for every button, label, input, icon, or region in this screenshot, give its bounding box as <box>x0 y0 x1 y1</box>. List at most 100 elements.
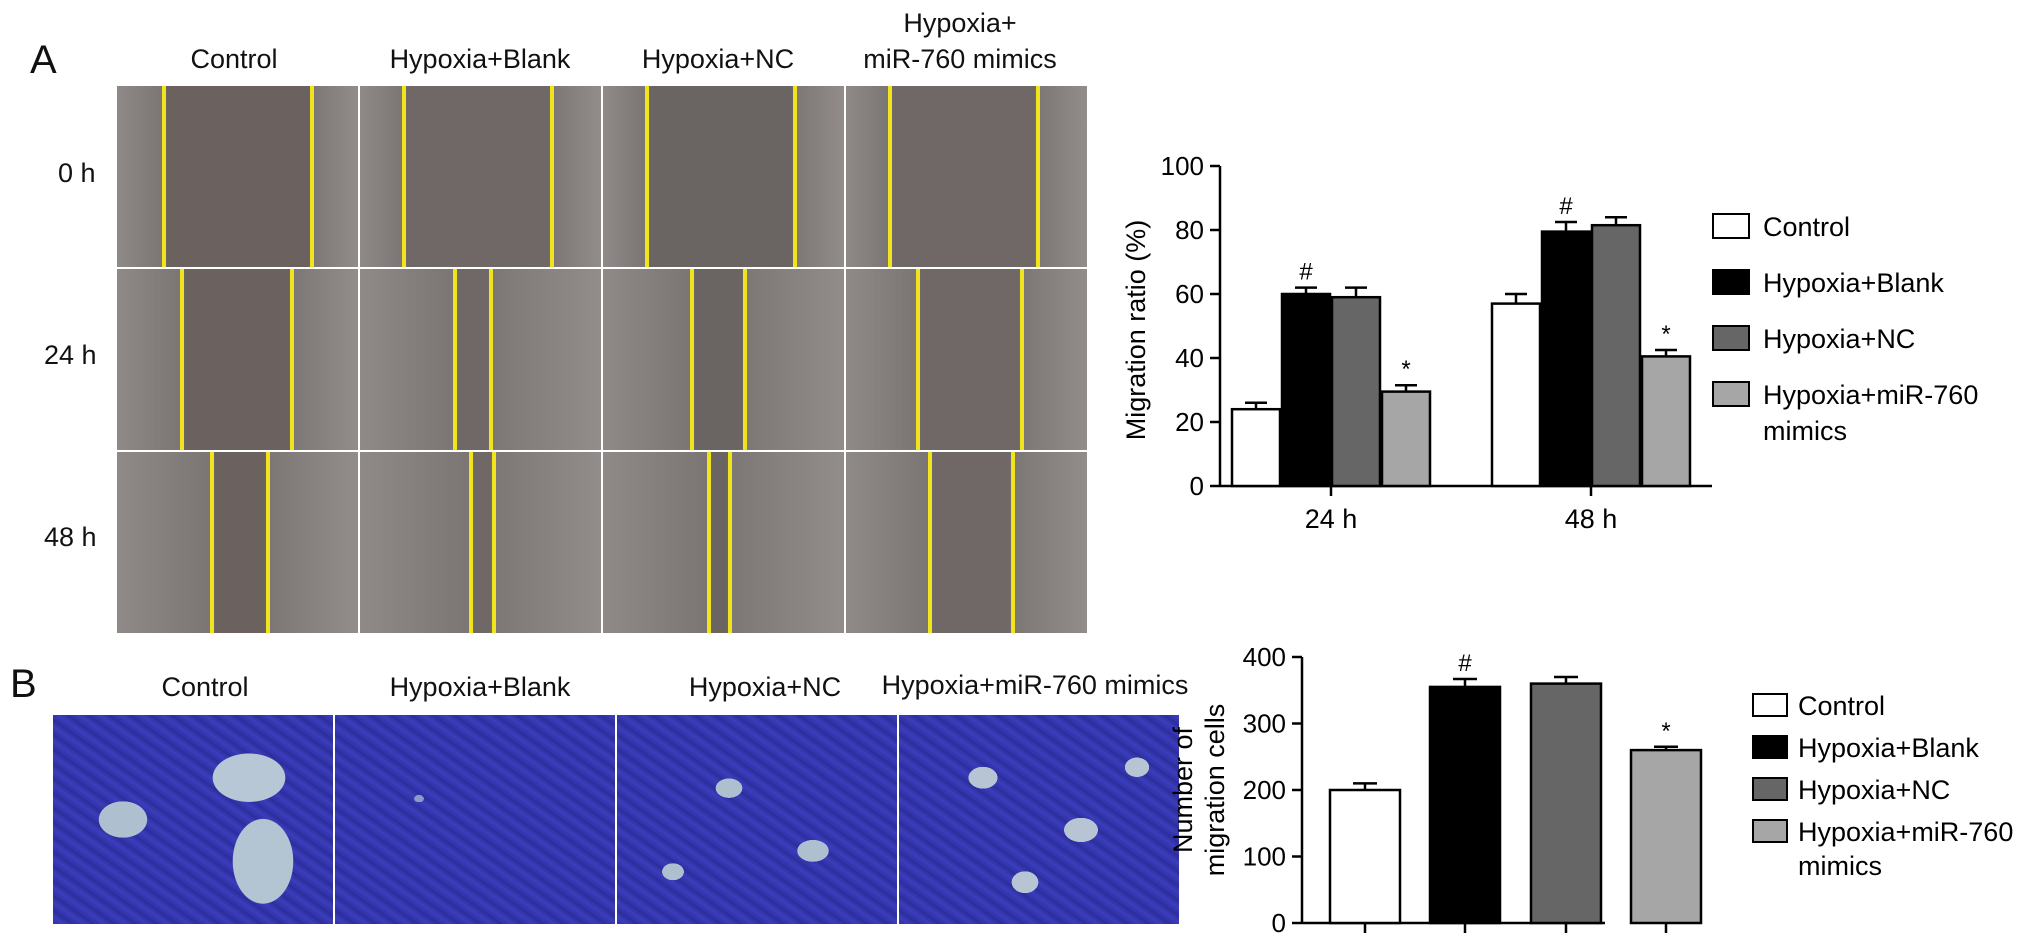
y-axis-label: Migration ratio (%) <box>1121 220 1151 441</box>
significance-mark: # <box>1299 259 1313 286</box>
bar-control <box>1490 302 1542 488</box>
y-tick-label: 400 <box>1243 642 1286 672</box>
column-label-b-hypoxia-nc: Hypoxia+NC <box>688 672 842 702</box>
legend-label: Hypoxia+NC <box>1763 324 1915 354</box>
legend-swatch <box>1752 819 1788 843</box>
column-label-hypoxia-mimics-line2: miR-760 mimics <box>863 44 1057 74</box>
y-tick-label: 40 <box>1175 343 1204 373</box>
y-tick-label: 0 <box>1272 908 1286 938</box>
scratch-edge-line <box>728 452 732 633</box>
column-label-b-control: Control <box>161 672 249 702</box>
scratch-edge-line <box>489 269 493 450</box>
wound-image-0-0 <box>117 86 358 267</box>
significance-mark: * <box>1661 321 1670 348</box>
scratch-edge-line <box>916 269 920 450</box>
legend-swatch <box>1712 325 1750 351</box>
scratch-edge-line <box>550 86 554 267</box>
significance-mark: # <box>1559 193 1573 220</box>
scratch-edge-line <box>1036 86 1040 267</box>
y-tick-label: 200 <box>1243 775 1286 805</box>
significance-mark: * <box>1661 718 1670 745</box>
bar-hypoxia-blank <box>1428 685 1502 925</box>
scratch-edge-line <box>453 269 457 450</box>
y-tick-label: 60 <box>1175 279 1204 309</box>
scratch-edge-line <box>888 86 892 267</box>
wound-image-0-2 <box>603 86 844 267</box>
y-tick-label: 80 <box>1175 215 1204 245</box>
column-label-b-hypoxia-blank: Hypoxia+Blank <box>389 672 571 702</box>
bar-control <box>1328 788 1402 925</box>
bar-hypoxia-nc <box>1590 223 1642 488</box>
migration-ratio-chart: Migration ratio (%) 0 20 40 60 80 100 # * # * 24 h… <box>1121 151 1978 534</box>
wound-image-2-3 <box>846 452 1087 633</box>
wound-image-1-0 <box>117 269 358 450</box>
legend-label: Hypoxia+miR-760 <box>1763 380 1978 410</box>
scratch-edge-line <box>793 86 797 267</box>
bar-hypoxia-blank <box>1280 292 1332 488</box>
y-tick-label: 100 <box>1161 151 1204 181</box>
y-tick-label: 20 <box>1175 407 1204 437</box>
scratch-edge-line <box>290 269 294 450</box>
scratch-edge-line <box>310 86 314 267</box>
transwell-image-2 <box>617 715 897 924</box>
legend-label: mimics <box>1798 851 1882 881</box>
bar-hypoxia-nc <box>1330 295 1382 488</box>
bar-hypoxia-mir-760-mimics <box>1380 390 1432 488</box>
scratch-edge-line <box>1020 269 1024 450</box>
significance-mark: # <box>1458 650 1472 677</box>
legend-label: Control <box>1798 691 1885 721</box>
transwell-image-3 <box>899 715 1179 924</box>
bar-control <box>1230 407 1282 488</box>
legend-label: Control <box>1763 212 1850 242</box>
scratch-edge-line <box>162 86 166 267</box>
scratch-edge-line <box>645 86 649 267</box>
legend-label: mimics <box>1763 416 1847 446</box>
scratch-edge-line <box>469 452 473 633</box>
legend-swatch <box>1712 269 1750 295</box>
wound-image-0-3 <box>846 86 1087 267</box>
legend-label: Hypoxia+miR-760 <box>1798 817 2013 847</box>
column-label-hypoxia-mimics-line1: Hypoxia+ <box>903 8 1017 38</box>
y-tick-label: 300 <box>1243 709 1286 739</box>
wound-image-1-1 <box>360 269 601 450</box>
column-label-control: Control <box>190 44 278 74</box>
row-label-48h: 48 h <box>44 522 97 552</box>
legend-swatch <box>1712 213 1750 239</box>
scratch-edge-line <box>402 86 406 267</box>
wound-image-0-1 <box>360 86 601 267</box>
bar-hypoxia-mir-760-mimics <box>1629 748 1703 925</box>
bar-hypoxia-mir-760-mimics <box>1640 355 1692 488</box>
scratch-edge-line <box>210 452 214 633</box>
legend-swatch <box>1752 735 1788 759</box>
scratch-edge-line <box>690 269 694 450</box>
column-label-hypoxia-nc: Hypoxia+NC <box>641 44 795 74</box>
x-tick-label: 48 h <box>1565 504 1618 534</box>
bar-hypoxia-nc <box>1529 682 1603 925</box>
y-tick-label: 0 <box>1190 471 1204 501</box>
row-label-24h: 24 h <box>44 340 97 370</box>
wound-image-2-0 <box>117 452 358 633</box>
panel-letter-a: A <box>30 38 57 82</box>
wound-image-1-3 <box>846 269 1087 450</box>
scratch-edge-line <box>1011 452 1015 633</box>
scratch-edge-line <box>928 452 932 633</box>
transwell-image-1 <box>335 715 615 924</box>
column-label-hypoxia-blank: Hypoxia+Blank <box>389 44 571 74</box>
legend-swatch <box>1712 381 1750 407</box>
scratch-edge-line <box>492 452 496 633</box>
y-tick-label: 100 <box>1243 842 1286 872</box>
panel-letter-b: B <box>10 662 37 706</box>
y-axis-label-line1: Number of <box>1168 726 1198 853</box>
scratch-edge-line <box>180 269 184 450</box>
legend-label: Hypoxia+NC <box>1798 775 1950 805</box>
scratch-edge-line <box>707 452 711 633</box>
legend-label: Hypoxia+Blank <box>1798 733 1979 763</box>
significance-mark: * <box>1401 356 1410 383</box>
legend-swatch <box>1752 693 1788 717</box>
legend-swatch <box>1752 777 1788 801</box>
wound-image-1-2 <box>603 269 844 450</box>
legend-label: Hypoxia+Blank <box>1763 268 1944 298</box>
wound-image-2-1 <box>360 452 601 633</box>
y-axis-label-line2: migration cells <box>1200 704 1230 877</box>
x-tick-label: 24 h <box>1305 504 1358 534</box>
